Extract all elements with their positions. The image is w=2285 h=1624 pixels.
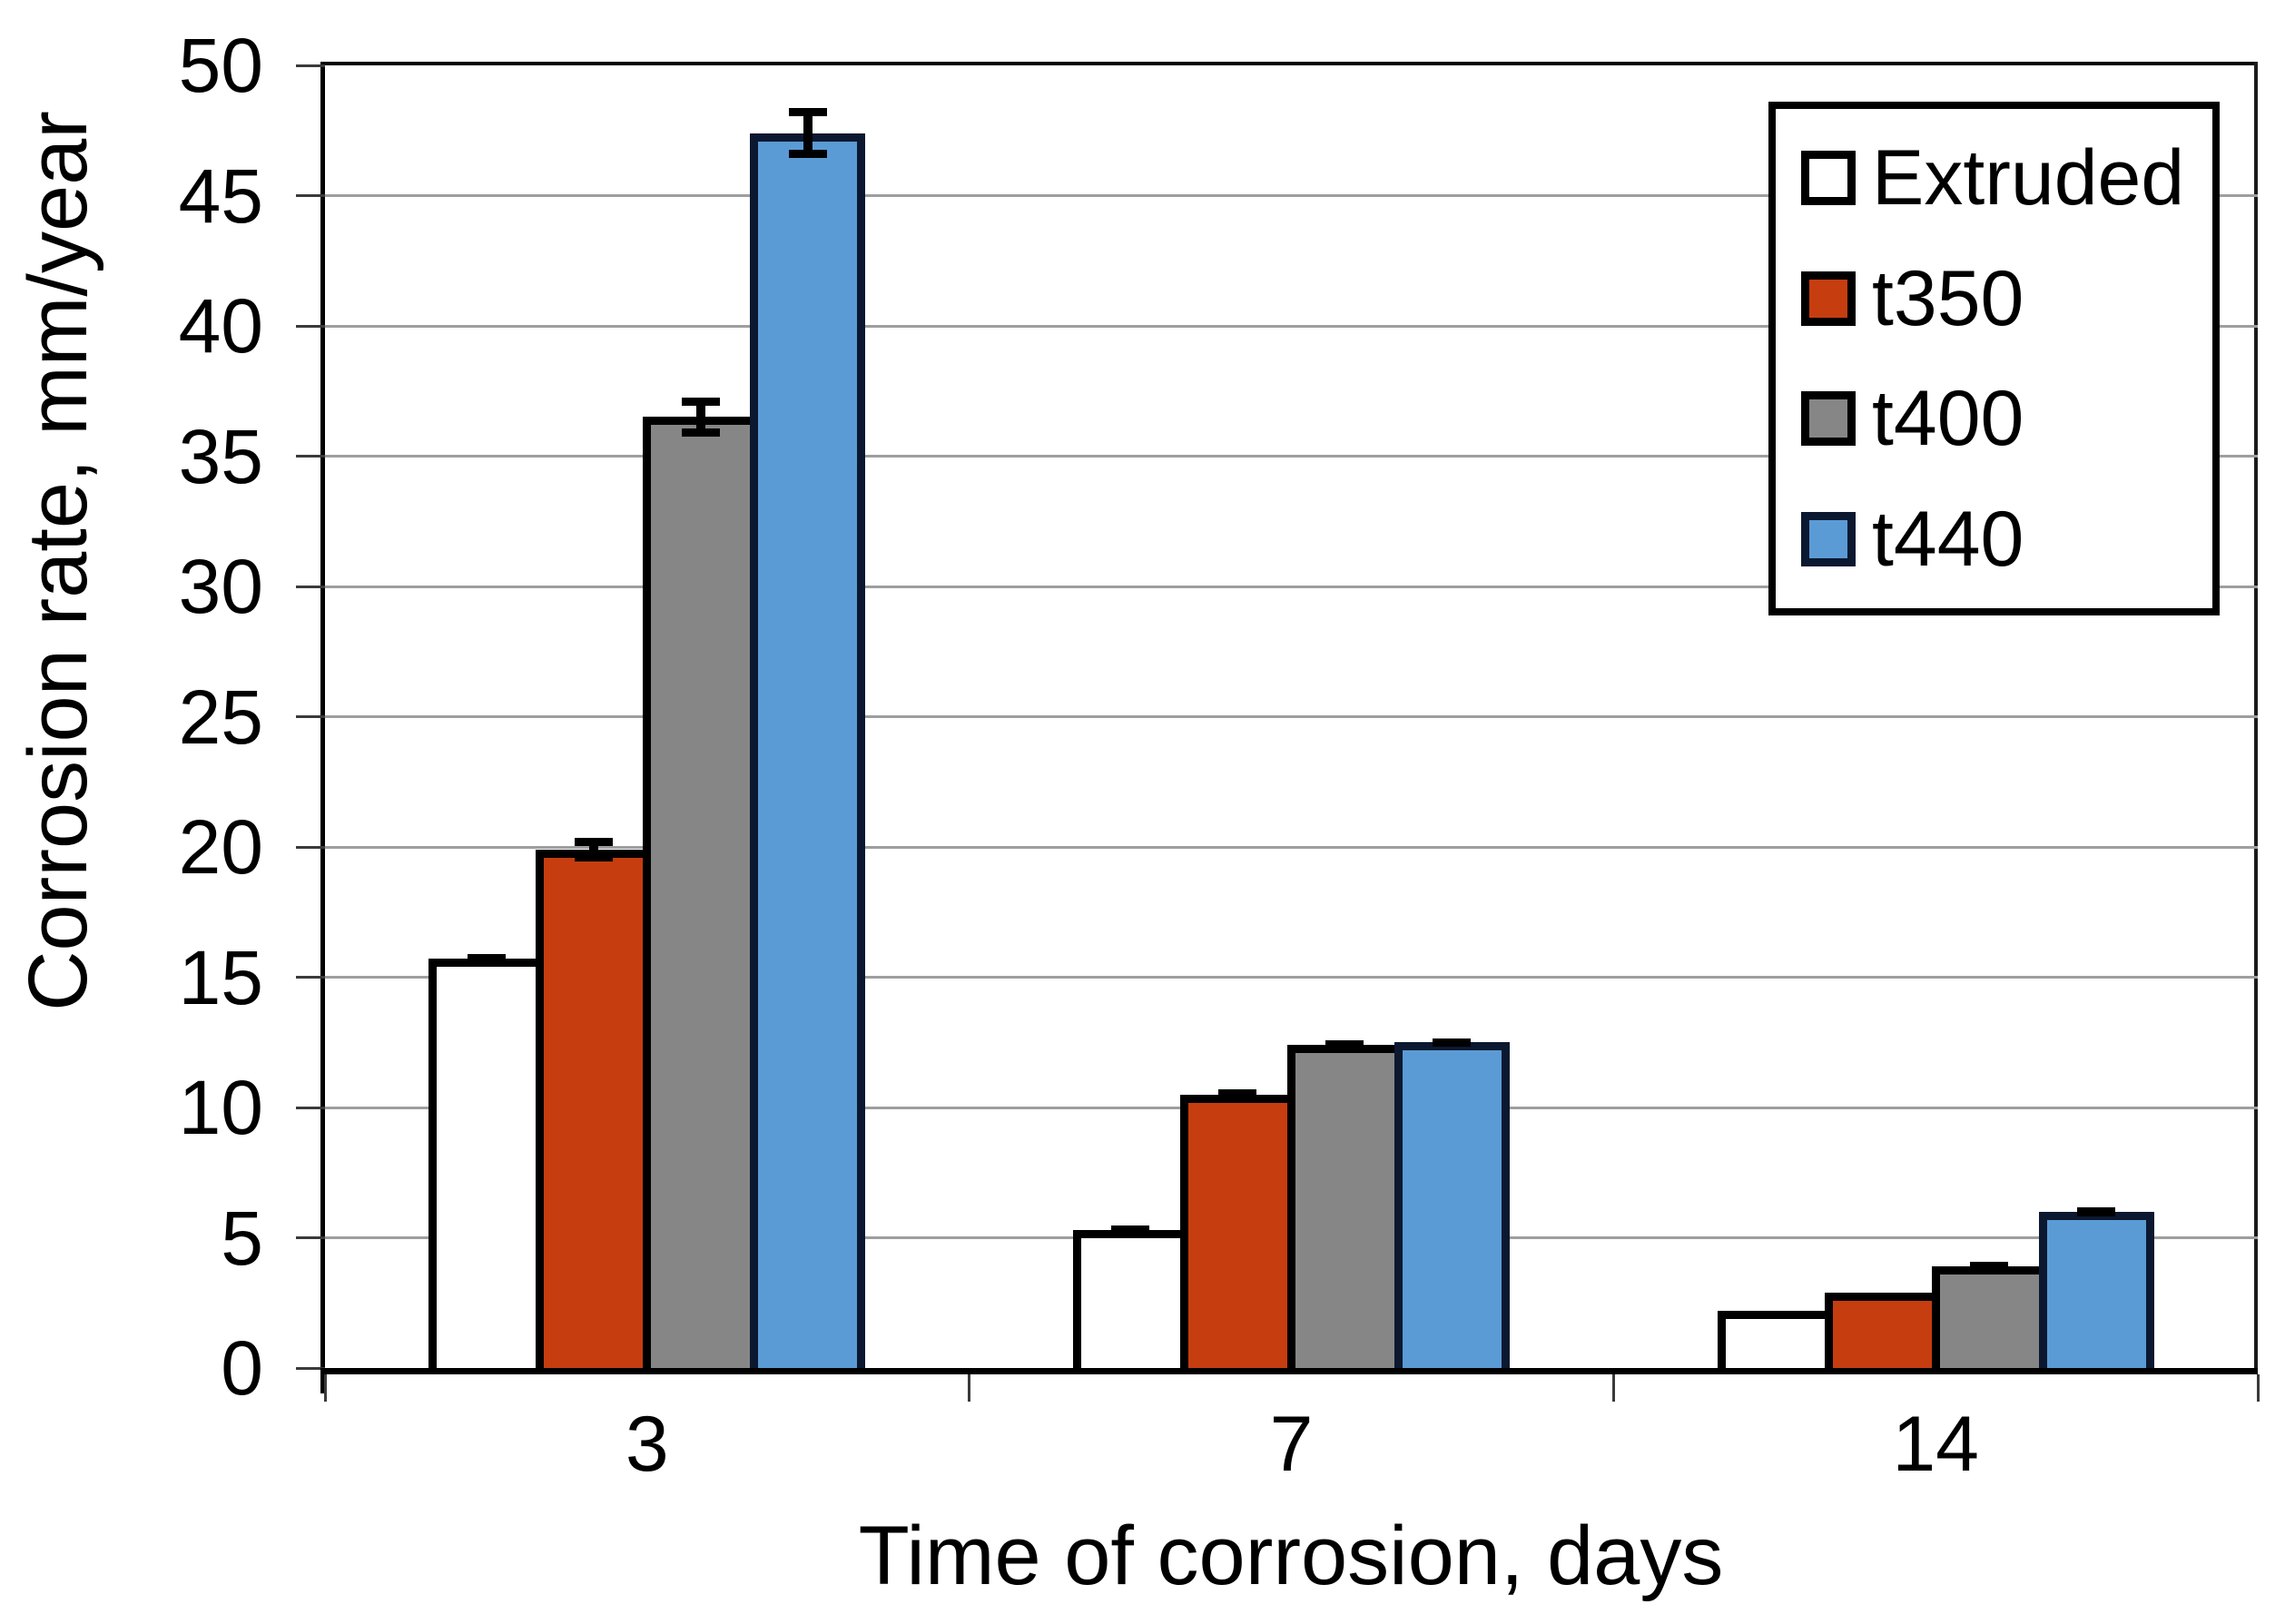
legend-item-t350: t350 (1801, 260, 2212, 338)
errorbar-cap-bottom (1218, 1091, 1257, 1100)
y-tick-label-35: 35 (178, 413, 263, 499)
errorbar-t350-day3 (574, 837, 613, 861)
plot-right-border (2254, 62, 2258, 1368)
x-axis-tick-2 (1611, 1374, 1615, 1402)
y-axis-tick-30 (296, 585, 325, 588)
y-tick-label-25: 25 (178, 674, 263, 760)
errorbar-cap-bottom (2077, 1206, 2116, 1216)
legend-item-t440: t440 (1801, 500, 2212, 578)
errorbar-cap-top (574, 837, 613, 846)
y-axis-tick-5 (296, 1236, 325, 1239)
y-axis-line (320, 62, 325, 1393)
bar-t350-day3 (536, 849, 652, 1368)
legend-swatch-t350 (1801, 271, 1856, 326)
x-axis-line (320, 1368, 2258, 1374)
y-axis-tick-10 (296, 1106, 325, 1109)
y-tick-label-45: 45 (178, 153, 263, 239)
x-axis-tick-0 (323, 1374, 327, 1402)
errorbar-cap-bottom (467, 956, 506, 965)
bar-extruded-day7 (1072, 1229, 1188, 1368)
x-tick-label-3: 3 (625, 1401, 669, 1488)
legend-label-t400: t400 (1872, 375, 2024, 463)
legend-item-extruded: Extruded (1801, 139, 2212, 217)
x-axis-tick-1 (968, 1374, 971, 1402)
gridline-y-25 (325, 715, 2258, 718)
errorbar-stem (588, 837, 598, 861)
errorbar-cap-bottom (788, 149, 827, 158)
bar-t440-day3 (750, 133, 866, 1368)
legend-swatch-t440 (1801, 511, 1856, 566)
errorbar-cap-bottom (681, 428, 720, 437)
y-axis-tick-25 (296, 715, 325, 718)
y-tick-label-50: 50 (178, 23, 263, 108)
errorbar-cap-bottom (1433, 1038, 1472, 1047)
y-axis-title: Corrosion rate, mm/year (12, 111, 104, 1011)
gridline-y-30 (325, 585, 2258, 588)
errorbar-t350-day7 (1218, 1088, 1257, 1100)
legend-item-t400: t400 (1801, 379, 2212, 458)
gridline-y-20 (325, 845, 2258, 849)
errorbar-t440-day14 (2077, 1206, 2116, 1216)
errorbar-extruded-day7 (1111, 1225, 1150, 1235)
gridline-y-15 (325, 976, 2258, 979)
errorbar-cap-bottom (1970, 1262, 2009, 1271)
bar-t400-day7 (1286, 1045, 1403, 1368)
gridline-y-40 (325, 324, 2258, 328)
gridline-y-35 (325, 455, 2258, 458)
errorbar-cap-bottom (574, 852, 613, 861)
legend-label-extruded: Extruded (1872, 134, 2185, 222)
bar-t440-day14 (2038, 1211, 2154, 1368)
bar-t400-day3 (643, 417, 759, 1368)
errorbar-stem (695, 397, 705, 437)
bar-t440-day7 (1394, 1042, 1510, 1368)
errorbar-t400-day7 (1325, 1040, 1364, 1049)
bar-t350-day7 (1179, 1094, 1295, 1368)
y-tick-label-15: 15 (178, 934, 263, 1020)
y-axis-tick-40 (296, 324, 325, 328)
legend-label-t350: t350 (1872, 254, 2024, 342)
y-tick-label-5: 5 (221, 1195, 263, 1281)
x-axis-title: Time of corrosion, days (858, 1510, 1724, 1602)
errorbar-cap-top (681, 397, 720, 406)
y-tick-label-0: 0 (221, 1325, 263, 1411)
x-tick-label-7: 7 (1269, 1401, 1314, 1488)
y-tick-label-30: 30 (178, 544, 263, 629)
bar-t350-day14 (1824, 1292, 1940, 1368)
x-axis-tick-3 (2256, 1374, 2260, 1402)
bar-extruded-day14 (1717, 1310, 1833, 1368)
errorbar-t440-day3 (788, 108, 827, 158)
legend-swatch-t400 (1801, 391, 1856, 447)
y-axis-tick-0 (296, 1366, 325, 1370)
y-axis-tick-35 (296, 455, 325, 458)
errorbar-cap-bottom (1325, 1040, 1364, 1049)
y-tick-label-20: 20 (178, 804, 263, 890)
errorbar-t400-day3 (681, 397, 720, 437)
plot-top-border (325, 62, 2258, 65)
bar-group-3 (325, 65, 970, 1368)
legend-swatch-extruded (1801, 151, 1856, 206)
errorbar-cap-bottom (1111, 1225, 1150, 1234)
y-axis-tick-50 (296, 64, 325, 67)
bar-group-14 (1613, 65, 2258, 1368)
legend-label-t440: t440 (1872, 495, 2024, 583)
errorbar-t440-day7 (1433, 1038, 1472, 1047)
errorbar-extruded-day3 (467, 953, 506, 965)
plot-area (296, 62, 2260, 1402)
bar-extruded-day3 (428, 959, 545, 1368)
gridline-y-45 (325, 194, 2258, 197)
bar-t400-day14 (1931, 1266, 2047, 1368)
errorbar-cap-top (788, 108, 827, 117)
bar-group-7 (970, 65, 1614, 1368)
x-tick-label-14: 14 (1892, 1401, 1979, 1488)
errorbar-t400-day14 (1970, 1262, 2009, 1272)
y-tick-label-10: 10 (178, 1065, 263, 1150)
y-axis-tick-15 (296, 976, 325, 979)
y-axis-tick-45 (296, 194, 325, 197)
y-axis-tick-labels: 0 5 10 15 20 25 30 35 40 45 50 (0, 0, 300, 1624)
y-axis-tick-20 (296, 845, 325, 849)
legend: Extruded t350 t400 t440 (1768, 102, 2220, 615)
errorbar-stem (803, 108, 813, 158)
y-tick-label-40: 40 (178, 283, 263, 369)
